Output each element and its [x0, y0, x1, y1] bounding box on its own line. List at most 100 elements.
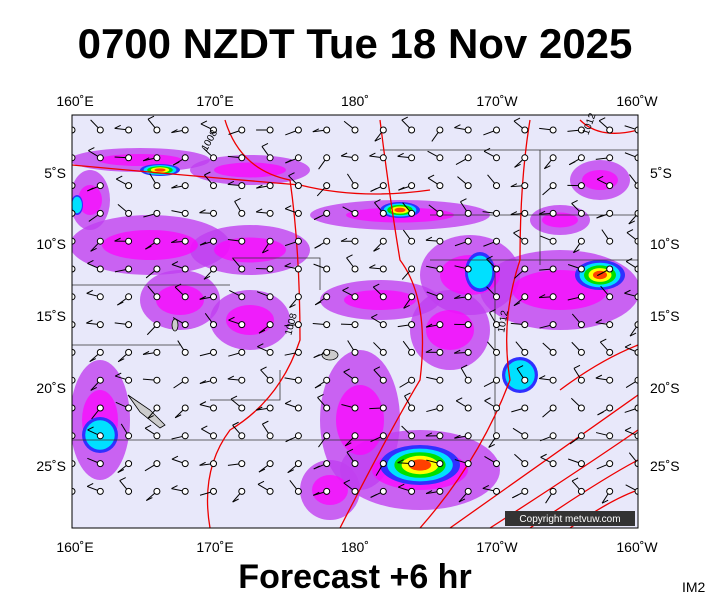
- rain-area: [344, 290, 416, 310]
- station: [577, 348, 585, 356]
- station: [493, 432, 500, 440]
- station: [238, 265, 246, 273]
- station: [351, 487, 359, 495]
- barb-feather: [86, 319, 93, 324]
- station: [521, 460, 529, 468]
- barb-feather: [227, 375, 235, 380]
- station: [436, 460, 444, 468]
- station: [408, 460, 416, 468]
- station: [153, 265, 161, 273]
- rain-core: [394, 207, 406, 213]
- station: [351, 237, 359, 245]
- station: [96, 432, 104, 440]
- barb-feather: [228, 316, 235, 321]
- station: [266, 348, 274, 356]
- station: [125, 432, 133, 440]
- barb-feather: [172, 161, 180, 166]
- barb-feather: [114, 124, 121, 129]
- station: [408, 376, 416, 384]
- station: [606, 404, 614, 412]
- barb-feather: [370, 188, 377, 192]
- barb-feather: [314, 244, 321, 249]
- barb-feather: [87, 187, 94, 192]
- barb-feather: [427, 174, 435, 179]
- barb-feather: [312, 128, 320, 133]
- barb-feather: [87, 260, 94, 264]
- barb-staff: [72, 157, 73, 158]
- station: [493, 182, 500, 190]
- barb-feather: [369, 152, 376, 157]
- barb-feather: [90, 386, 97, 391]
- barb-feather: [62, 304, 68, 307]
- station: [606, 265, 614, 273]
- barb-feather: [595, 374, 603, 379]
- barb-feather: [510, 211, 518, 216]
- station: [379, 487, 387, 495]
- station: [266, 404, 274, 412]
- barb-feather: [230, 395, 238, 400]
- station: [549, 265, 557, 273]
- station: [436, 321, 444, 329]
- station: [436, 348, 444, 356]
- station: [323, 348, 331, 356]
- station: [125, 293, 133, 301]
- barb-feather: [313, 216, 321, 220]
- station: [72, 348, 76, 356]
- station: [521, 376, 529, 384]
- station: [96, 404, 104, 412]
- barb-feather: [544, 165, 551, 170]
- latitude-label: 20˚S: [650, 380, 680, 396]
- barb-feather: [455, 397, 463, 402]
- barb-feather: [374, 199, 381, 204]
- station: [210, 460, 217, 468]
- station: [351, 432, 359, 440]
- barb-feather: [425, 323, 433, 328]
- station: [549, 348, 557, 356]
- barb-feather: [287, 469, 294, 474]
- barb-feather: [114, 372, 122, 377]
- station: [238, 154, 246, 162]
- barb-feather: [171, 455, 179, 460]
- barb-feather: [117, 301, 124, 306]
- station: [72, 376, 76, 384]
- station: [96, 126, 104, 134]
- barb-feather: [373, 366, 381, 371]
- barb-feather: [401, 116, 409, 121]
- station: [294, 237, 302, 245]
- station: [549, 293, 557, 301]
- station: [153, 487, 161, 495]
- station: [408, 209, 416, 217]
- station: [606, 182, 614, 190]
- station: [72, 487, 76, 495]
- station: [634, 404, 638, 412]
- station: [238, 209, 246, 217]
- rain-area: [226, 305, 274, 335]
- station: [521, 154, 529, 162]
- station: [549, 460, 557, 468]
- barb-feather: [199, 401, 207, 406]
- station: [72, 126, 76, 134]
- station: [379, 432, 387, 440]
- station: [96, 321, 104, 329]
- station: [294, 348, 302, 356]
- station: [181, 126, 189, 134]
- barb-feather: [624, 426, 632, 431]
- barb-feather: [142, 351, 150, 355]
- barb-feather: [600, 338, 607, 343]
- barb-feather: [513, 229, 520, 234]
- station: [96, 376, 104, 384]
- barb-feather: [171, 239, 178, 243]
- barb-feather: [397, 152, 404, 157]
- barb-feather: [262, 249, 269, 254]
- station: [493, 265, 500, 273]
- barb-feather: [626, 229, 634, 234]
- station: [125, 404, 133, 412]
- barb-feather: [403, 304, 410, 309]
- rain-area: [312, 475, 348, 505]
- station: [72, 265, 76, 273]
- station: [577, 321, 585, 329]
- longitude-label: 170˚E: [196, 539, 233, 555]
- station: [351, 182, 359, 190]
- station: [436, 487, 444, 495]
- station: [351, 321, 359, 329]
